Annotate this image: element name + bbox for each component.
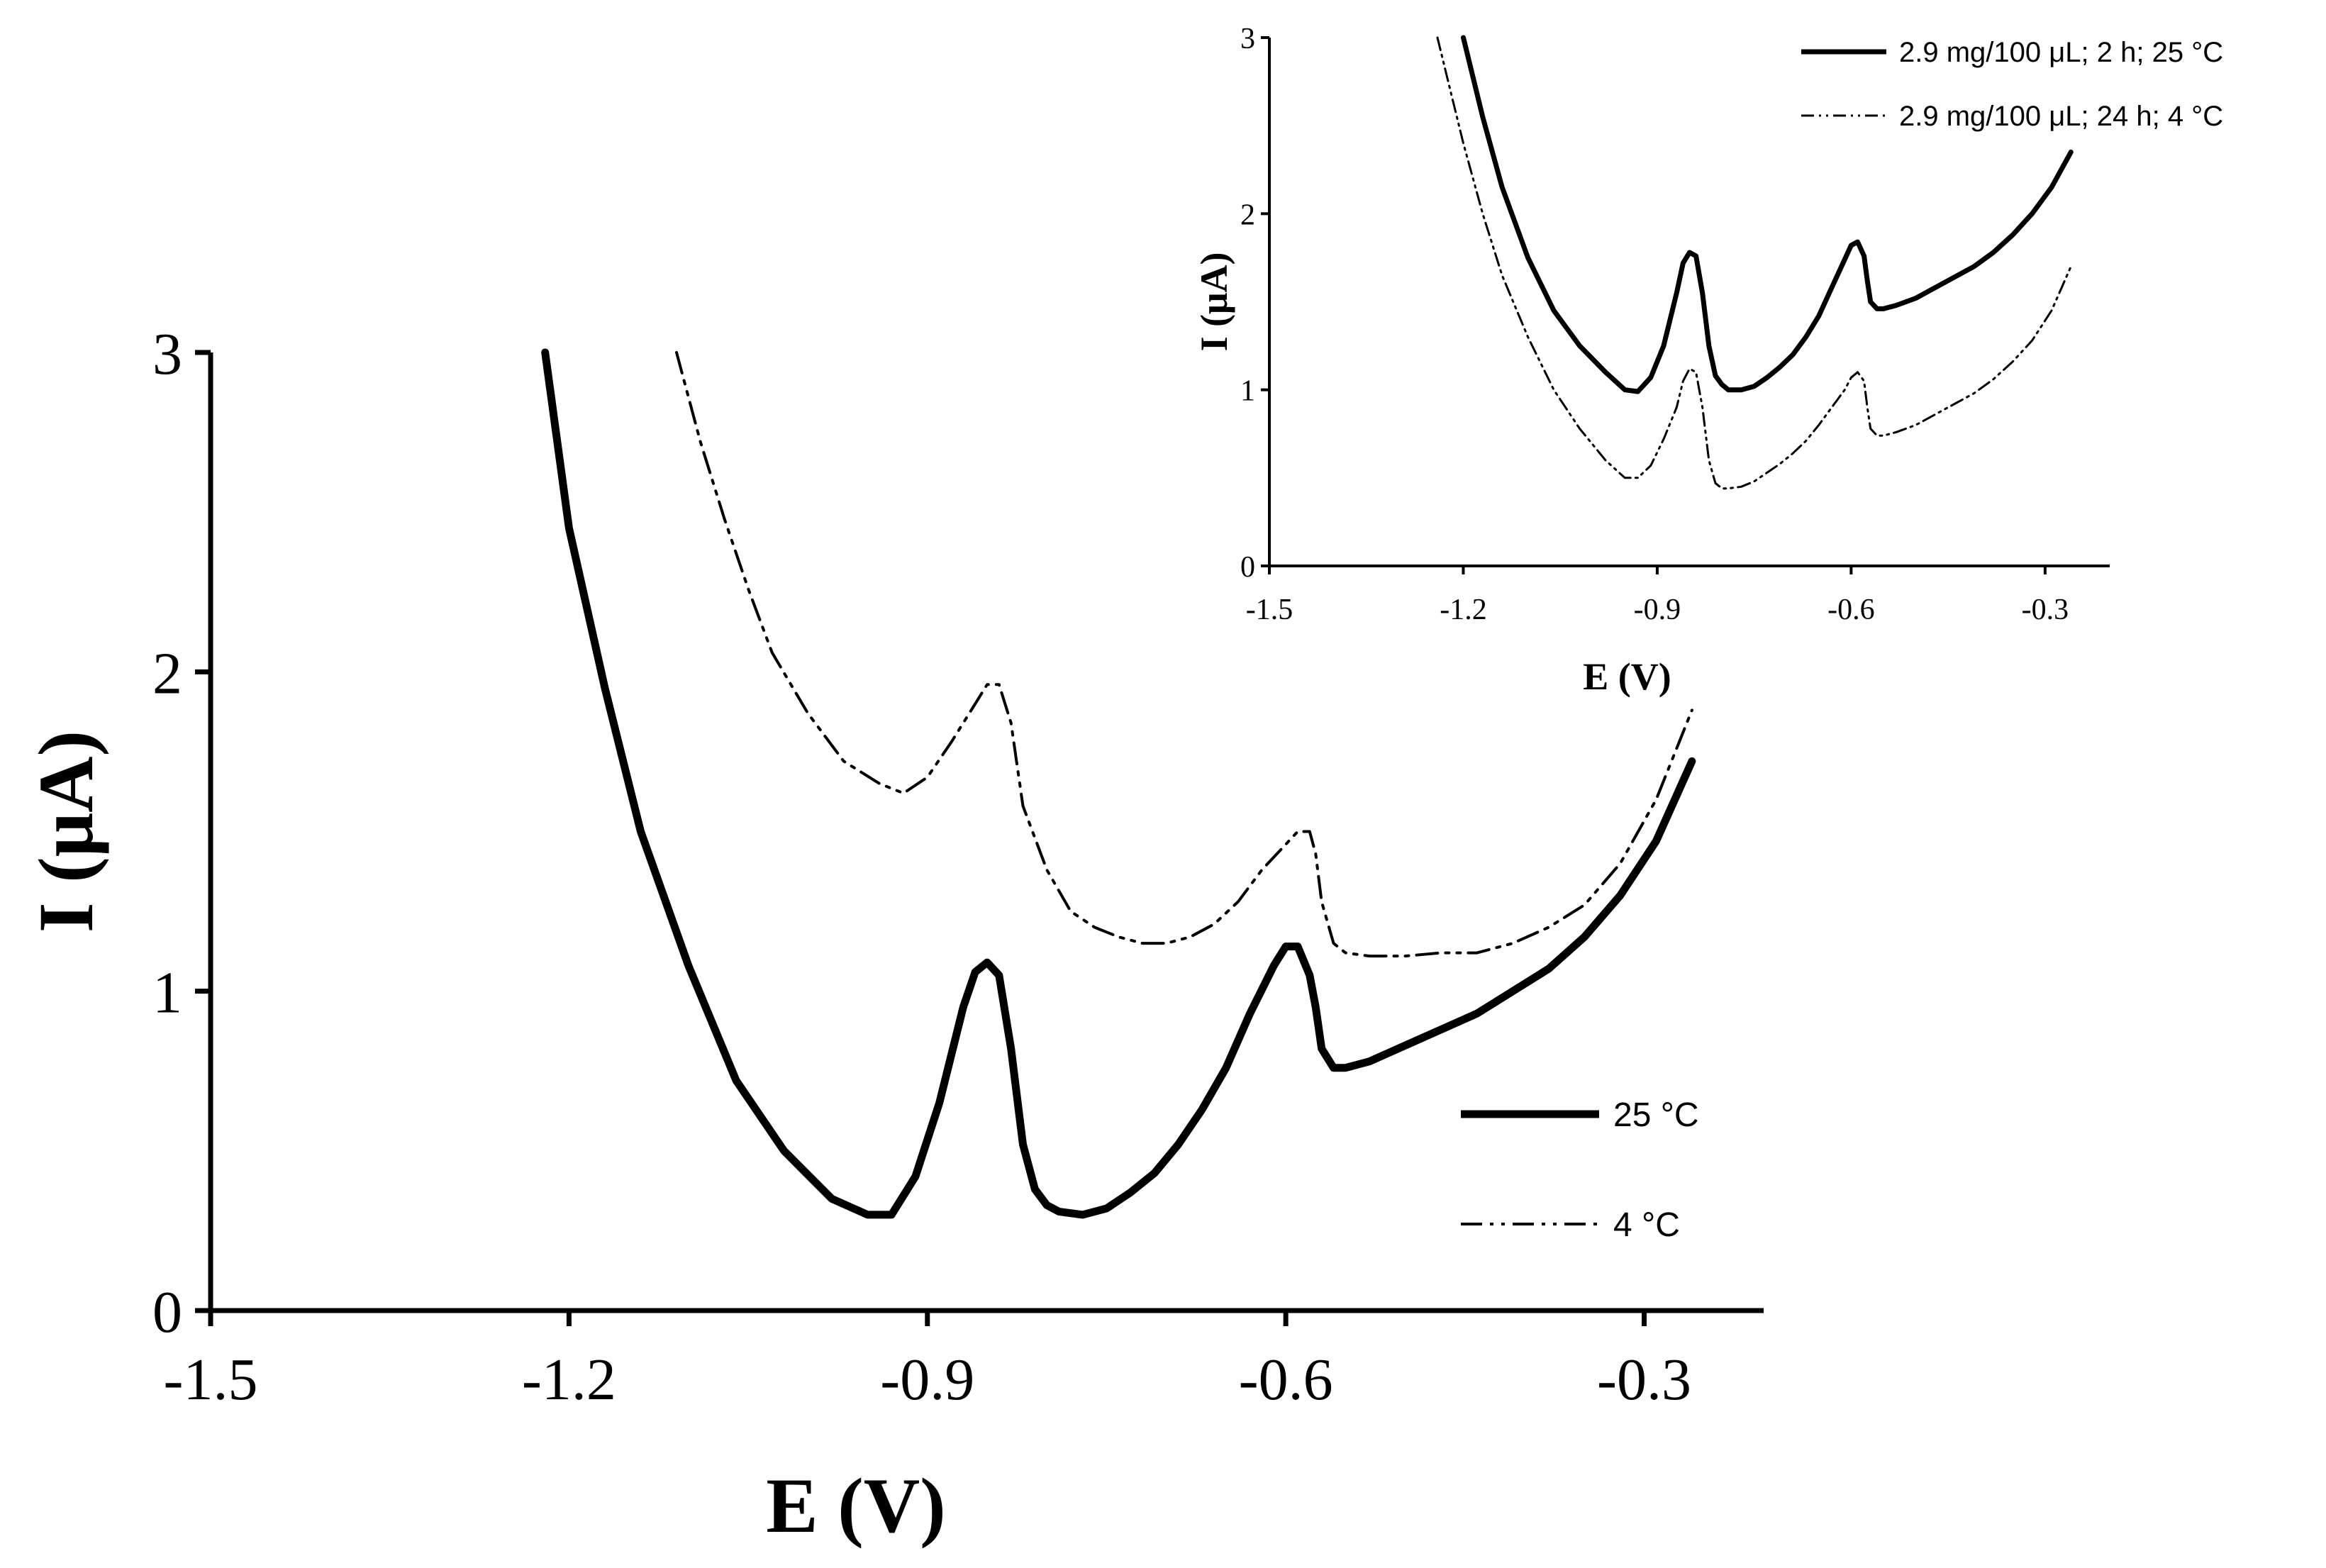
undefined-x-axis-title: E (V) — [766, 1462, 946, 1549]
undefined-y-tick-label: 2 — [1240, 199, 1255, 231]
undefined-x-tick-label: -0.6 — [1239, 1347, 1333, 1413]
undefined-y-tick-label: 0 — [152, 1279, 182, 1345]
undefined-y-tick-label: 3 — [152, 321, 182, 387]
undefined-legend-label-2: 4 °C — [1613, 1206, 1680, 1244]
undefined-legend-label-1: 2.9 mg/100 μL; 2 h; 25 °C — [1899, 37, 2223, 68]
undefined-series-line-1 — [1461, 35, 2074, 394]
undefined-y-tick-label: 1 — [1240, 375, 1255, 408]
undefined-series-line-1 — [541, 348, 1696, 1219]
undefined-x-tick-label: -0.3 — [2022, 594, 2069, 626]
undefined-y-axis-title: I (μA) — [1193, 252, 1235, 351]
undefined-x-axis-title: E (V) — [1583, 655, 1671, 698]
undefined-series-line-2 — [1436, 36, 2072, 490]
undefined-legend-label-1: 25 °C — [1613, 1096, 1699, 1134]
undefined-y-axis-title: I (μA) — [23, 730, 109, 933]
undefined-y-tick-label: 0 — [1240, 551, 1255, 584]
undefined-x-tick-label: -1.5 — [164, 1347, 258, 1413]
inset-chart: -1.5 -1.2 -0.9 -0.6 -0.3 0 1 2 3 E (V) I (μA) 2.9 m… — [1193, 23, 2223, 698]
undefined-legend-label-2: 2.9 mg/100 μL; 24 h; 4 °C — [1899, 101, 2223, 132]
undefined-y-tick-label: 3 — [1240, 23, 1255, 55]
undefined-x-tick-label: -1.5 — [1246, 594, 1293, 626]
main-chart: -1.5 -1.2 -0.9 -0.6 -0.3 0 1 2 3 E (V) I (μA) 25 °C… — [23, 321, 1764, 1549]
undefined-y-tick-label: 2 — [152, 640, 182, 706]
undefined-x-tick-label: -1.2 — [1440, 594, 1487, 626]
undefined-x-tick-label: -0.9 — [1634, 594, 1681, 626]
undefined-x-tick-label: -0.9 — [880, 1347, 974, 1413]
undefined-y-tick-label: 1 — [152, 960, 182, 1026]
undefined-x-tick-label: -0.3 — [1597, 1347, 1691, 1413]
undefined-x-tick-label: -1.2 — [522, 1347, 616, 1413]
undefined-series-line-2 — [675, 351, 1693, 958]
undefined-x-tick-label: -0.6 — [1827, 594, 1875, 626]
